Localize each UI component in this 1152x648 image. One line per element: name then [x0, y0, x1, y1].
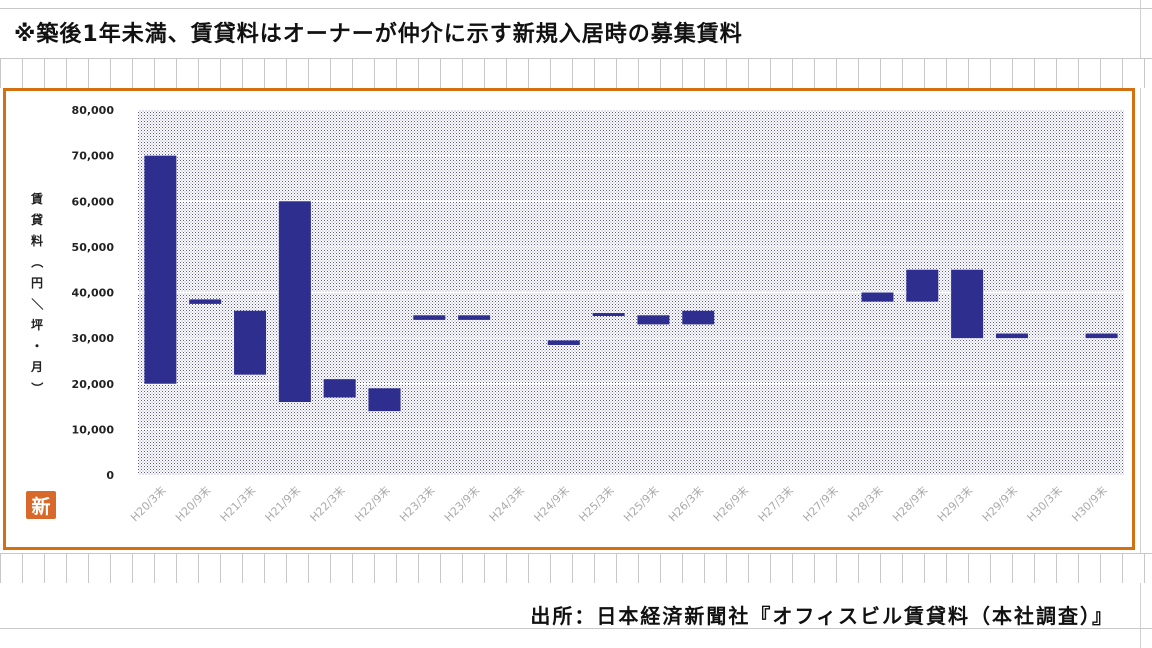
- bar-H29/3末: [951, 269, 984, 339]
- y-axis-label-glyph: 賃: [30, 191, 43, 206]
- y-tick-label: 80,000: [72, 104, 115, 117]
- x-tick-label: H30/3末: [1024, 483, 1065, 524]
- bar-H24/9末: [547, 340, 580, 345]
- sheet-column-line: [1140, 0, 1141, 648]
- sheet-row-line: [0, 8, 1152, 9]
- x-tick-label: H26/9末: [710, 483, 751, 524]
- bar-H30/9末: [1085, 333, 1118, 339]
- bar-H21/9末: [278, 201, 311, 402]
- bar-H29/9末: [995, 333, 1028, 339]
- x-tick-label: H25/9末: [621, 483, 662, 524]
- chart-frame: 0 10,000 20,000 30,000 40,000 50,000 60,000 70,…: [3, 88, 1135, 550]
- bar-H21/3末: [234, 310, 267, 375]
- y-axis-label-glyph: 料: [31, 233, 43, 248]
- sheet-row-line: [0, 628, 1152, 629]
- x-tick-label: H30/9末: [1069, 483, 1110, 524]
- sheet-grid-band-top: [0, 58, 1152, 88]
- y-axis-label-glyph: ／: [30, 298, 45, 310]
- x-tick-label: H29/3末: [934, 483, 975, 524]
- y-axis-label-glyph: （: [30, 256, 45, 268]
- bar-H26/3末: [682, 310, 715, 325]
- sheet-grid-band-bottom: [0, 553, 1152, 583]
- y-tick-label: 70,000: [72, 150, 115, 163]
- x-tick-label: H28/3末: [845, 483, 886, 524]
- chart-svg: 0 10,000 20,000 30,000 40,000 50,000 60,000 70,…: [30, 104, 1124, 524]
- y-axis-label-glyph: 貸: [31, 212, 43, 227]
- bar-H28/3末: [861, 292, 894, 302]
- x-tick-label: H23/3末: [396, 483, 437, 524]
- x-tick-label: H26/3末: [665, 483, 706, 524]
- x-tick-label: H20/3末: [128, 483, 169, 524]
- y-tick-label: 30,000: [72, 332, 115, 345]
- y-axis-label: 賃貸料 （ 円 ／ 坪・月 ）: [30, 191, 45, 394]
- x-tick-label: H24/3末: [486, 483, 527, 524]
- y-tick-label: 40,000: [72, 287, 115, 300]
- x-tick-label: H25/3末: [576, 483, 617, 524]
- y-axis-label-glyph: 坪: [31, 318, 43, 332]
- bar-H23/9末: [458, 315, 491, 320]
- bar-H20/9末: [189, 299, 222, 304]
- x-tick-label: H24/9末: [531, 483, 572, 524]
- bar-H22/3末: [323, 379, 356, 398]
- x-tick-label: H22/3末: [307, 483, 348, 524]
- y-tick-label: 60,000: [72, 195, 115, 208]
- x-tick-label: H20/9末: [172, 483, 213, 524]
- bars: [144, 155, 1118, 412]
- y-tick-label: 10,000: [72, 423, 115, 436]
- bar-H20/3末: [144, 155, 177, 384]
- x-tick-label: H21/9末: [262, 483, 303, 524]
- x-tick-label: H27/3末: [755, 483, 796, 524]
- header-note: ※築後1年未満、賃貸料はオーナーが仲介に示す新規入居時の募集賃料: [14, 22, 743, 47]
- y-axis-label-glyph: 円: [31, 276, 43, 290]
- y-tick-label: 50,000: [72, 241, 115, 254]
- bar-H25/3末: [592, 313, 625, 317]
- y-tick-label: 20,000: [72, 378, 115, 391]
- y-axis-label-glyph: 月: [30, 360, 43, 374]
- x-tick-label: H23/9末: [441, 483, 482, 524]
- bar-H22/9末: [368, 388, 401, 412]
- y-axis-ticks: 0 10,000 20,000 30,000 40,000 50,000 60,000 70,…: [72, 104, 115, 482]
- x-tick-label: H22/9末: [352, 483, 393, 524]
- x-tick-label: H21/3末: [217, 483, 258, 524]
- source-text: 出所：日本経済新聞社『オフィスビル賃貸料（本社調査）』: [530, 604, 1114, 628]
- x-tick-label: H29/9末: [979, 483, 1020, 524]
- bar-H25/9末: [637, 315, 670, 325]
- x-axis-ticks: H20/3末 H20/9末 H21/3末 H21/9末 H22/3末 H22/9末 H23/…: [128, 483, 1110, 524]
- y-axis-label-glyph: ・: [31, 339, 43, 353]
- bar-H23/3末: [413, 315, 446, 320]
- y-tick-label: 0: [106, 469, 114, 482]
- y-axis-label-glyph: ）: [30, 382, 45, 394]
- x-tick-label: H27/9末: [800, 483, 841, 524]
- nikkei-new-icon: 新: [26, 491, 56, 519]
- x-tick-label: H28/9末: [889, 483, 930, 524]
- bar-H28/9末: [906, 269, 939, 302]
